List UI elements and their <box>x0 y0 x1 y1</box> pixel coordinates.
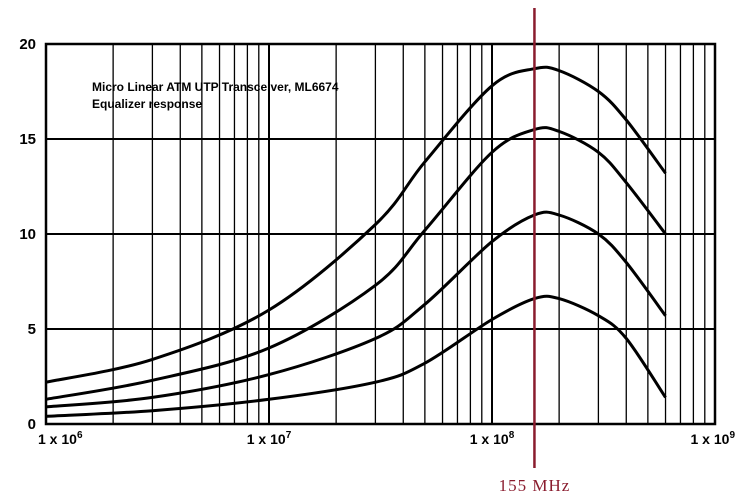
marker-label: 155 MHz <box>499 476 571 495</box>
x-tick-exponent: 6 <box>77 430 83 441</box>
x-tick-label: 1 x 106 <box>38 430 83 447</box>
y-tick-label: 20 <box>19 36 36 53</box>
chart-title: Micro Linear ATM UTP Transceiver, ML6674 <box>92 80 339 94</box>
y-tick-label: 15 <box>19 131 36 148</box>
series-line-3 <box>45 210 667 409</box>
series-group <box>45 65 667 418</box>
x-tick-exponent: 8 <box>509 430 515 441</box>
x-tick-labels: 1 x 106 1 x 107 1 x 108 1 x 109 <box>38 430 735 447</box>
y-tick-label: 10 <box>19 226 36 243</box>
y-tick-labels: 0 5 10 15 20 <box>19 36 36 433</box>
x-tick-label: 1 x 109 <box>691 430 736 447</box>
plot-border <box>44 42 717 426</box>
x-tick-exponent: 9 <box>729 430 735 441</box>
series-line-4 <box>45 294 667 418</box>
frequency-marker: 155 MHz <box>499 8 571 495</box>
x-tick-exponent: 7 <box>286 430 292 441</box>
series-line-1 <box>45 65 667 384</box>
y-tick-label: 5 <box>28 321 36 338</box>
x-tick-label: 1 x 107 <box>247 430 292 447</box>
x-tick-label: 1 x 108 <box>470 430 515 447</box>
chart-subtitle: Equalizer response <box>92 97 202 111</box>
series-line-2 <box>45 126 667 401</box>
y-tick-label: 0 <box>28 416 36 433</box>
plot-frame <box>44 42 717 426</box>
chart-grid <box>45 44 715 424</box>
